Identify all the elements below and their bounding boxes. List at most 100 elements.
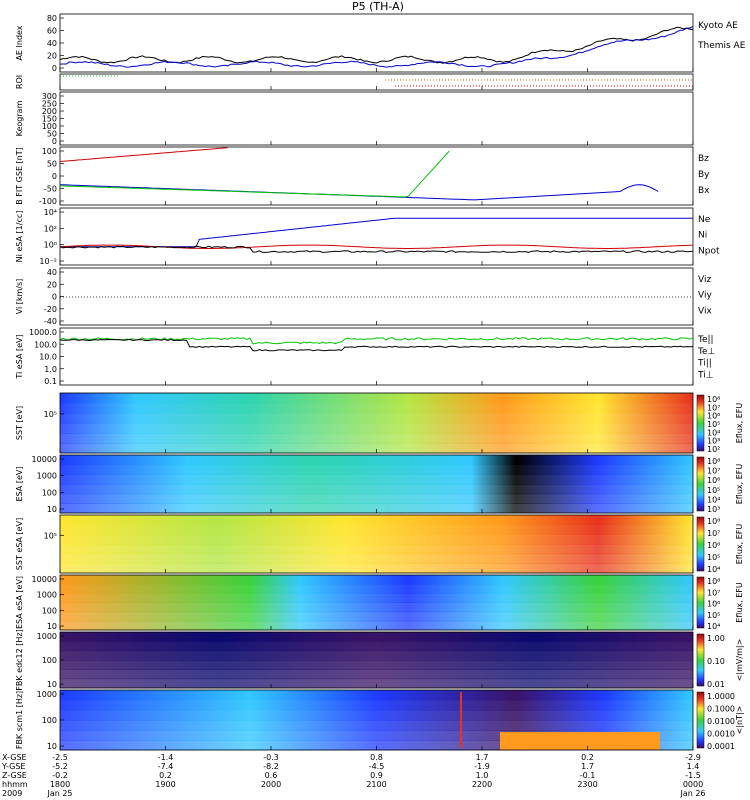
y-tick-label: 100.0 — [34, 340, 57, 349]
colorbar-tick-label: 10² — [707, 445, 720, 454]
spectrogram-band — [60, 544, 693, 555]
y-tick-label: 10⁻² — [39, 257, 57, 266]
bz-line — [59, 147, 228, 162]
spectrogram-band — [60, 669, 693, 680]
spectrogram-band — [60, 403, 693, 414]
time-axis-row-label: hhmm — [2, 780, 28, 789]
colorbar-tick-label: 10⁷ — [707, 588, 720, 597]
colorbar-tick-label: 10⁸ — [707, 517, 720, 526]
time-axis-value: 0.8 — [370, 753, 383, 762]
y-tick-label: 100 — [42, 147, 57, 156]
spectrogram-band — [60, 660, 693, 670]
spectrogram-band — [60, 602, 693, 613]
panel-frame — [59, 91, 694, 146]
y-tick-label: 100 — [42, 656, 57, 665]
y-tick-label: 1000 — [37, 690, 57, 699]
legend-entry: Ne — [698, 215, 711, 225]
colorbar-tick-label: 10³ — [707, 505, 720, 514]
spectrogram-band — [60, 700, 693, 711]
spectrogram-band — [60, 524, 693, 535]
spectrogram-band — [60, 515, 693, 526]
spectrogram-band — [60, 433, 693, 444]
legend-entry: Bz — [698, 154, 709, 164]
colorbar — [696, 516, 705, 572]
time-axis-value: -7.4 — [158, 762, 174, 771]
panel-4: B FIT GSE [nT] 100 50 0 -50 -100 Bz By Bx — [15, 146, 710, 206]
spectrogram-band — [60, 484, 693, 495]
time-axis-value: 1.7 — [581, 762, 594, 771]
y-axis-label: ESA eSA [eV] — [15, 576, 24, 629]
time-axis-value: -1.5 — [685, 771, 701, 780]
time-axis-value: 0.6 — [265, 771, 278, 780]
legend-entry: Ni — [698, 231, 707, 241]
colorbar-tick-label: 0.01 — [707, 680, 725, 689]
colorbar-tick-label: 0.0001 — [707, 742, 735, 751]
y-tick-label: 10 — [47, 505, 57, 514]
y-axis-label: SST [eV] — [15, 406, 24, 440]
spectrogram-band — [60, 584, 693, 594]
time-axis-value: 2000 — [261, 780, 281, 789]
spectrogram-band — [60, 443, 693, 454]
time-axis-value: 2300 — [577, 780, 597, 789]
colorbar-tick-label: 10⁸ — [707, 395, 720, 404]
legend-entry: Themis AE — [697, 41, 746, 51]
colorbar-tick-label: 10³ — [707, 437, 720, 446]
time-axis-row-label: Y-GSE — [1, 762, 25, 771]
spectrogram-band — [60, 423, 693, 434]
spectrogram-band — [60, 563, 693, 574]
colorbar-label: Eflux, EFU — [735, 464, 744, 505]
colorbar-tick-label: 10⁵ — [707, 611, 720, 620]
colorbar-tick-label: 10⁵ — [707, 553, 720, 562]
time-axis-value: 0.2 — [581, 753, 594, 762]
colorbar-tick-label: 10⁷ — [707, 403, 720, 412]
y-tick-label: 100 — [42, 716, 57, 725]
colorbar-tick-label: 0.0010 — [707, 730, 735, 739]
colorbar-tick-label: 10⁴ — [707, 495, 720, 504]
y-tick-label: 1.0 — [44, 365, 57, 374]
time-axis-value: -0.3 — [263, 753, 279, 762]
time-axis-value: -2.9 — [685, 753, 701, 762]
y-tick-label: 40 — [47, 268, 57, 277]
y-tick-label: -50 — [44, 185, 57, 194]
spectrogram-band — [60, 690, 693, 701]
y-tick-label: 40 — [47, 39, 57, 48]
spectrogram-band — [60, 710, 693, 721]
y-tick-label: 1000 — [37, 632, 57, 641]
y-tick-label: 10000 — [32, 575, 57, 584]
y-axis-label: ESA [eV] — [15, 467, 24, 502]
spectrogram-band — [60, 413, 693, 424]
colorbar-tick-label: 10⁴ — [707, 565, 720, 574]
spectrogram-band — [60, 611, 693, 622]
y-tick-label: -100 — [39, 197, 57, 206]
y-tick-label: 80 — [47, 14, 57, 23]
colorbar — [696, 633, 705, 687]
y-tick-label: 0 — [52, 293, 57, 302]
y-tick-label: 10.0 — [39, 353, 57, 362]
legend-entry: Viy — [698, 291, 712, 301]
time-axis-value: -1.4 — [158, 753, 174, 762]
time-axis-value: 0.2 — [159, 771, 172, 780]
y-tick-label: 10² — [44, 224, 57, 233]
y-tick-label: 10 — [47, 742, 57, 751]
time-axis: X-GSEY-GSEZ-GSEhhmm2009-2.5-5.2-0.21800J… — [1, 753, 706, 798]
time-axis-value: -4.5 — [369, 762, 385, 771]
panel-frame — [59, 207, 694, 266]
time-axis-value: Jan 26 — [679, 789, 705, 798]
by-line — [59, 150, 450, 198]
time-axis-value: 1.4 — [687, 762, 700, 771]
panel-6: Vi [km/s] 40 20 0 -20 -40 Viz Viy Vix — [15, 267, 712, 326]
y-tick-label: -40 — [44, 317, 57, 326]
colorbar-tick-label: 10⁶ — [707, 476, 720, 485]
spectrogram-band — [60, 641, 693, 652]
ae-kyoto-line — [59, 26, 694, 68]
bx-line — [59, 184, 659, 201]
time-axis-row-label: 2009 — [2, 789, 22, 798]
time-axis-value: 2200 — [472, 780, 492, 789]
time-axis-value: 1800 — [50, 780, 70, 789]
time-axis-value: -0.1 — [580, 771, 596, 780]
colorbar — [696, 576, 705, 629]
legend-entry: Bx — [698, 186, 710, 196]
time-axis-value: -5.2 — [52, 762, 68, 771]
panel-11: 10⁸ 10⁷ 10⁶ 10⁵ 10⁴ Eflux, EFU ESA eSA [eV] 100… — [15, 574, 744, 631]
